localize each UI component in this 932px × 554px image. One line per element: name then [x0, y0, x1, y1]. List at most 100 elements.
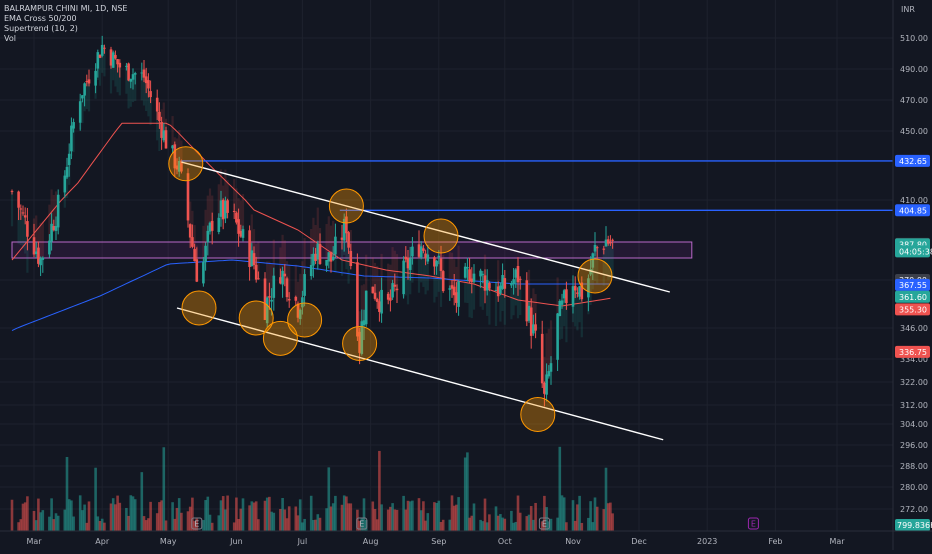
candle-body-47: [158, 111, 161, 122]
chart-legend: BALRAMPUR CHINI MI, 1D, NSE EMA Cross 50…: [4, 4, 127, 44]
supertrend-band-44: [147, 88, 150, 117]
volume-bar-70: [226, 495, 229, 531]
pivot-circles[interactable]: [168, 146, 613, 432]
volume-bar-51: [171, 502, 174, 531]
candle-body-112: [358, 331, 361, 353]
candle-body-137: [435, 260, 438, 267]
price-tick-13: 280.00: [900, 483, 928, 492]
volume-bar-18: [67, 499, 71, 531]
event-marker-label-0: E: [194, 520, 199, 529]
volume-bar-82: [265, 497, 269, 531]
supertrend-band-98: [314, 225, 317, 262]
volume-bar-170: [534, 502, 537, 531]
candle-body-164: [516, 266, 520, 283]
volume-bar-71: [232, 522, 236, 531]
candle-body-113: [360, 321, 364, 354]
supertrend-band-64: [208, 188, 212, 223]
horizontal-lines[interactable]: [181, 160, 893, 212]
supertrend-band-0: [10, 191, 14, 227]
candle-body-160: [503, 278, 507, 289]
trend-channel[interactable]: [176, 161, 670, 441]
candle-body-88: [283, 273, 287, 277]
volume-bar-12: [50, 498, 53, 531]
candle-body-95: [303, 274, 306, 296]
volume-bar-22: [81, 510, 84, 531]
volume-bar-102: [327, 467, 331, 531]
volume-bar-124: [393, 509, 397, 531]
supertrend-band-31: [109, 65, 113, 94]
volume-bar-159: [501, 517, 504, 531]
supertrend-band-46: [156, 111, 159, 141]
legend-supertrend[interactable]: Supertrend (10, 2): [4, 24, 78, 33]
volume-bar-157: [496, 515, 500, 531]
candle-body-85: [272, 275, 276, 298]
candle-body-33: [114, 54, 117, 59]
volume-bar-162: [512, 522, 515, 531]
candle-body-121: [386, 293, 390, 300]
supertrend-band-136: [433, 266, 436, 303]
supertrend-band-13: [52, 194, 55, 231]
supertrend-band-4: [24, 217, 27, 254]
volume-bar-75: [241, 498, 245, 531]
volume-bar-166: [525, 516, 529, 531]
volume-bar-108: [345, 496, 348, 531]
candle-body-40: [133, 73, 137, 75]
price-tick-6: 346.00: [900, 324, 928, 333]
candle-body-20: [72, 122, 75, 129]
volume-bar-26: [94, 467, 97, 531]
candle-body-115: [364, 290, 368, 325]
supertrend-band-182: [574, 290, 577, 327]
volume-bar-3: [21, 503, 25, 531]
volume-bar-185: [580, 522, 584, 531]
candle-body-184: [578, 286, 581, 297]
volume-bar-56: [186, 511, 190, 531]
candle-body-134: [424, 253, 427, 259]
candle-body-165: [518, 278, 522, 280]
candle-body-13: [52, 225, 56, 231]
legend-volume[interactable]: Vol: [4, 34, 16, 43]
supertrend-band-86: [279, 247, 282, 284]
event-marker-label-3: E: [751, 520, 756, 529]
event-marker-label-1: E: [359, 520, 364, 529]
candle-body-4: [23, 215, 27, 218]
event-marker-box-3: [747, 517, 759, 530]
candle-body-45: [149, 91, 152, 98]
volume-bar-10: [41, 510, 45, 531]
legend-ema-cross[interactable]: EMA Cross 50/200: [4, 14, 77, 23]
candle-body-38: [129, 78, 133, 82]
volume-bar-37: [127, 515, 130, 531]
candle-body-99: [316, 243, 320, 260]
candle-body-176: [556, 313, 559, 360]
candle-body-63: [206, 230, 210, 243]
candle-body-111: [356, 262, 359, 337]
volume-bar-186: [587, 517, 590, 531]
time-axis-background: [0, 531, 893, 550]
volume-bar-101: [325, 508, 328, 531]
price-tick-10: 304.00: [900, 420, 928, 429]
price-tick-4: 410.00: [900, 196, 928, 205]
candle-body-77: [250, 250, 254, 267]
supertrend-band-187: [589, 269, 592, 306]
supertrend-band-61: [202, 225, 205, 262]
volume-bar-178: [560, 495, 564, 531]
volume-bar-126: [402, 495, 405, 531]
volume-bar-133: [422, 501, 425, 531]
candle-body-114: [362, 320, 366, 326]
event-marker-box-2: [538, 517, 550, 530]
volume-bar-172: [543, 495, 546, 531]
candle-body-104: [331, 256, 335, 260]
supertrend-band-155: [488, 288, 491, 325]
volume-bar-193: [606, 503, 610, 531]
candle-body-62: [204, 245, 207, 262]
supertrend-band-70: [226, 180, 229, 213]
volume-bar-130: [411, 500, 414, 531]
time-tick-0: Mar: [26, 537, 42, 546]
candle-body-44: [147, 80, 150, 89]
candle-body-146: [463, 266, 467, 278]
legend-symbol[interactable]: BALRAMPUR CHINI MI, 1D, NSE: [4, 4, 128, 13]
candle-body-67: [219, 200, 223, 217]
time-tick-7: Oct: [498, 537, 512, 546]
